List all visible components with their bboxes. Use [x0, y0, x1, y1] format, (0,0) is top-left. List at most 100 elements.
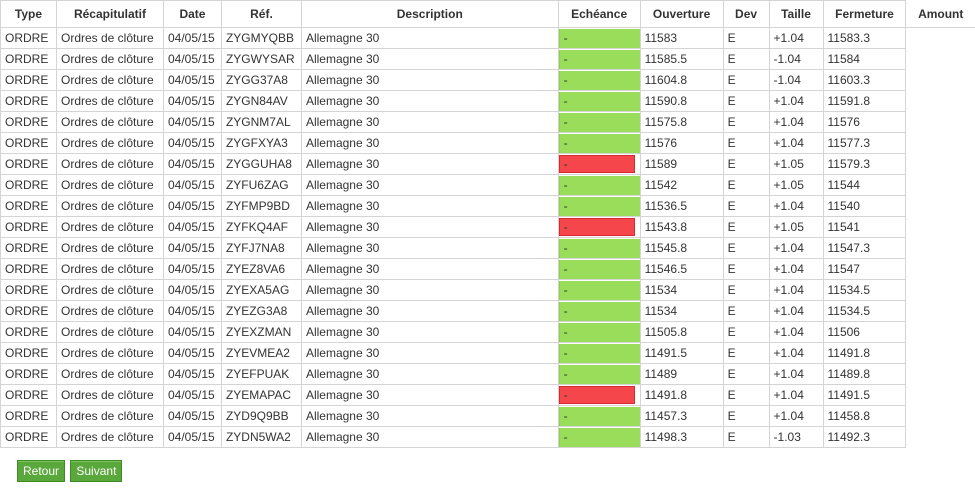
cell-fermeture: 11577.3 [822, 132, 907, 154]
cell-dev: E [722, 27, 770, 49]
cell-fermeture: 11489.8 [822, 363, 907, 385]
cell-ouverture: 11542 [639, 174, 724, 196]
cell-taille: +1.04 [768, 279, 824, 301]
cell-taille: -1.04 [768, 69, 824, 91]
cell-fermeture: 11541 [822, 216, 907, 238]
cell-fermeture: 11540 [822, 195, 907, 217]
table-row[interactable]: ORDRE Ordres de clôture 04/05/15 ZYGGUHA8 Al… [0, 153, 975, 175]
cell-type: ORDRE [0, 405, 57, 427]
col-header-date[interactable]: Date [162, 0, 222, 28]
cell-taille: +1.04 [768, 342, 824, 364]
table-row[interactable]: ORDRE Ordres de clôture 04/05/15 ZYEMAPAC Al… [0, 384, 975, 406]
cell-date: 04/05/15 [162, 342, 222, 364]
cell-taille: +1.04 [768, 132, 824, 154]
cell-recap: Ordres de clôture [55, 27, 164, 49]
cell-taille: +1.04 [768, 90, 824, 112]
table-row[interactable]: ORDRE Ordres de clôture 04/05/15 ZYFU6ZAG Al… [0, 174, 975, 196]
cell-ref: ZYDN5WA2 [220, 426, 302, 448]
cell-ouverture: 11498.3 [639, 426, 724, 448]
cell-dev: E [722, 195, 770, 217]
table-row[interactable]: ORDRE Ordres de clôture 04/05/15 ZYEZ8VA6 Al… [0, 258, 975, 280]
cell-recap: Ordres de clôture [55, 384, 164, 406]
status-badge-green: - [559, 49, 640, 69]
cell-ref: ZYGWYSAR [220, 48, 302, 70]
cell-echeance: - [557, 48, 641, 70]
cell-fermeture: 11534.5 [822, 300, 907, 322]
cell-echeance: - [557, 90, 641, 112]
col-header-ouverture[interactable]: Ouverture [639, 0, 724, 28]
col-header-fermeture[interactable]: Fermeture [822, 0, 907, 28]
col-header-description[interactable]: Description [300, 0, 559, 28]
table-row[interactable]: ORDRE Ordres de clôture 04/05/15 ZYFJ7NA8 Al… [0, 237, 975, 259]
cell-date: 04/05/15 [162, 216, 222, 238]
cell-echeance: - [557, 279, 641, 301]
cell-dev: E [722, 300, 770, 322]
cell-description: Allemagne 30 [300, 342, 559, 364]
table-row[interactable]: ORDRE Ordres de clôture 04/05/15 ZYGNM7AL Al… [0, 111, 975, 133]
table-row[interactable]: ORDRE Ordres de clôture 04/05/15 ZYGMYQBB Al… [0, 27, 975, 49]
cell-type: ORDRE [0, 27, 57, 49]
cell-ref: ZYD9Q9BB [220, 405, 302, 427]
cell-taille: +1.04 [768, 321, 824, 343]
cell-dev: E [722, 363, 770, 385]
cell-type: ORDRE [0, 321, 57, 343]
cell-echeance: - [557, 405, 641, 427]
cell-description: Allemagne 30 [300, 111, 559, 133]
col-header-taille[interactable]: Taille [768, 0, 824, 28]
table-row[interactable]: ORDRE Ordres de clôture 04/05/15 ZYGFXYA3 Al… [0, 132, 975, 154]
cell-ouverture: 11491.5 [639, 342, 724, 364]
table-row[interactable]: ORDRE Ordres de clôture 04/05/15 ZYEVMEA2 Al… [0, 342, 975, 364]
cell-description: Allemagne 30 [300, 174, 559, 196]
status-badge-red: - [559, 218, 635, 236]
cell-ref: ZYGNM7AL [220, 111, 302, 133]
table-row[interactable]: ORDRE Ordres de clôture 04/05/15 ZYGG37A8 Al… [0, 69, 975, 91]
col-header-recap[interactable]: Récapitulatif [55, 0, 164, 28]
cell-description: Allemagne 30 [300, 384, 559, 406]
cell-taille: +1.04 [768, 363, 824, 385]
cell-echeance: - [557, 342, 641, 364]
table-body: ORDRE Ordres de clôture 04/05/15 ZYGMYQBB Al… [0, 27, 975, 448]
cell-fermeture: 11591.8 [822, 90, 907, 112]
col-header-echeance[interactable]: Echéance [557, 0, 641, 28]
cell-date: 04/05/15 [162, 174, 222, 196]
table-row[interactable]: ORDRE Ordres de clôture 04/05/15 ZYFMP9BD Al… [0, 195, 975, 217]
cell-fermeture: 11506 [822, 321, 907, 343]
table-row[interactable]: ORDRE Ordres de clôture 04/05/15 ZYGN84AV Al… [0, 90, 975, 112]
cell-description: Allemagne 30 [300, 321, 559, 343]
table-row[interactable]: ORDRE Ordres de clôture 04/05/15 ZYEZG3A8 Al… [0, 300, 975, 322]
col-header-dev[interactable]: Dev [722, 0, 770, 28]
cell-ouverture: 11505.8 [639, 321, 724, 343]
cell-fermeture: 11544 [822, 174, 907, 196]
cell-fermeture: 11579.3 [822, 153, 907, 175]
next-button[interactable]: Suivant [70, 460, 123, 482]
cell-ouverture: 11534 [639, 279, 724, 301]
table-row[interactable]: ORDRE Ordres de clôture 04/05/15 ZYEXA5AG Al… [0, 279, 975, 301]
status-badge-green: - [559, 70, 640, 90]
back-button[interactable]: Retour [17, 460, 66, 482]
table-row[interactable]: ORDRE Ordres de clôture 04/05/15 ZYFKQ4AF Al… [0, 216, 975, 238]
cell-type: ORDRE [0, 90, 57, 112]
cell-date: 04/05/15 [162, 132, 222, 154]
cell-echeance: - [557, 216, 641, 238]
cell-dev: E [722, 153, 770, 175]
cell-echeance: - [557, 300, 641, 322]
col-header-amount[interactable]: Amount [905, 0, 975, 28]
cell-description: Allemagne 30 [300, 405, 559, 427]
cell-type: ORDRE [0, 111, 57, 133]
col-header-ref[interactable]: Réf. [220, 0, 302, 28]
col-header-type[interactable]: Type [0, 0, 57, 28]
table-row[interactable]: ORDRE Ordres de clôture 04/05/15 ZYDN5WA2 Al… [0, 426, 975, 448]
cell-recap: Ordres de clôture [55, 132, 164, 154]
cell-type: ORDRE [0, 174, 57, 196]
cell-echeance: - [557, 237, 641, 259]
cell-fermeture: 11534.5 [822, 279, 907, 301]
table-row[interactable]: ORDRE Ordres de clôture 04/05/15 ZYEXZMAN Al… [0, 321, 975, 343]
table-row[interactable]: ORDRE Ordres de clôture 04/05/15 ZYEFPUAK Al… [0, 363, 975, 385]
cell-ouverture: 11589 [639, 153, 724, 175]
table-row[interactable]: ORDRE Ordres de clôture 04/05/15 ZYD9Q9BB Al… [0, 405, 975, 427]
cell-type: ORDRE [0, 363, 57, 385]
table-row[interactable]: ORDRE Ordres de clôture 04/05/15 ZYGWYSAR Al… [0, 48, 975, 70]
cell-taille: +1.04 [768, 384, 824, 406]
cell-description: Allemagne 30 [300, 69, 559, 91]
cell-ouverture: 11457.3 [639, 405, 724, 427]
